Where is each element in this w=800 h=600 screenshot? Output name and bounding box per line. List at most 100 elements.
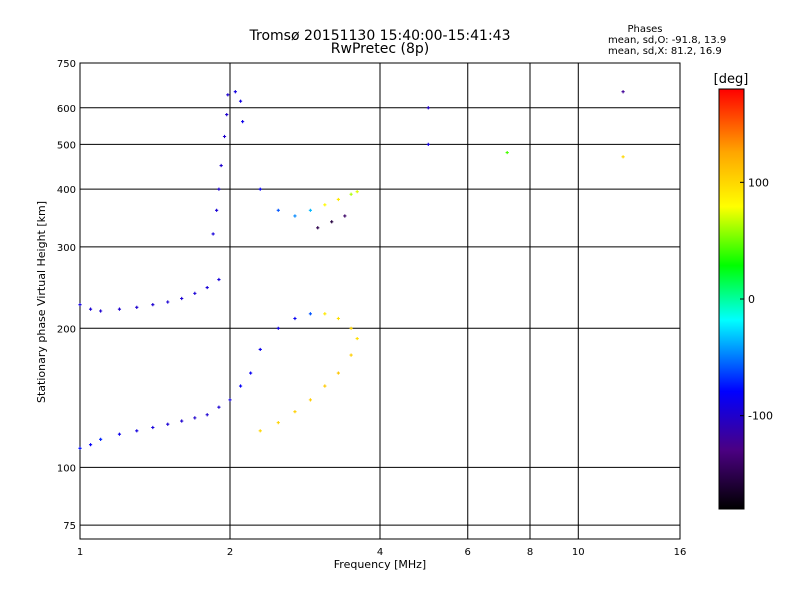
- data-point: [293, 410, 297, 414]
- data-point: [349, 353, 353, 357]
- data-point: [258, 187, 262, 191]
- y-axis-ticks: 75 100 200 300 400 500 600 750: [57, 59, 76, 532]
- data-point: [180, 296, 184, 301]
- data-point: [217, 277, 221, 282]
- data-point: [166, 300, 170, 304]
- data-point: [117, 432, 122, 436]
- data-point: [228, 398, 232, 402]
- chart-subtitle: RwPretec (8p): [331, 41, 429, 57]
- data-point: [193, 291, 197, 295]
- x-axis-label: Frequency [MHz]: [334, 558, 426, 571]
- data-point: [355, 336, 359, 341]
- legend-heading: Phases: [627, 24, 662, 35]
- data-point: [222, 134, 227, 139]
- x-tick-label: 6: [465, 547, 471, 558]
- scatter-points: [78, 90, 625, 450]
- colorbar-ticks: -100 0 100: [740, 176, 773, 423]
- data-point: [276, 421, 280, 425]
- colorbar-label: [deg]: [714, 72, 749, 87]
- data-point: [88, 443, 93, 447]
- data-point: [349, 192, 353, 196]
- data-point: [225, 112, 229, 117]
- colorbar-tick-label: -100: [748, 410, 773, 423]
- x-tick-label: 8: [527, 547, 533, 558]
- chart-title: Tromsø 20151130 15:40:00-15:41:43: [249, 28, 511, 44]
- data-point: [151, 303, 155, 307]
- data-point: [308, 312, 313, 316]
- data-point: [117, 307, 122, 311]
- y-axis-label: Stationary phase Virtual Height [km]: [35, 201, 48, 403]
- y-tick-label: 750: [57, 59, 76, 70]
- y-tick-label: 600: [57, 104, 76, 115]
- data-point: [355, 190, 359, 194]
- data-point: [621, 155, 625, 159]
- data-point: [349, 326, 353, 330]
- data-point: [621, 90, 625, 94]
- y-tick-label: 200: [57, 324, 76, 335]
- data-point: [241, 120, 245, 124]
- data-point: [336, 371, 340, 375]
- data-point: [135, 305, 139, 309]
- data-point: [215, 208, 219, 212]
- data-point: [316, 226, 320, 230]
- data-point: [78, 446, 82, 450]
- data-point: [166, 422, 170, 426]
- data-point: [336, 197, 340, 202]
- colorbar: [deg] -100 0 100: [714, 72, 773, 510]
- y-tick-label: 400: [57, 185, 76, 196]
- legend-line-x: mean, sd,X: 81.2, 16.9: [608, 46, 722, 57]
- data-point: [217, 405, 221, 409]
- data-point: [258, 347, 262, 352]
- x-tick-label: 2: [227, 547, 233, 558]
- x-tick-label: 16: [674, 547, 687, 558]
- data-point: [217, 187, 221, 191]
- x-tick-label: 4: [377, 547, 383, 558]
- data-point: [308, 208, 313, 212]
- data-point: [330, 220, 334, 224]
- x-axis-ticks: 1 2 4 6 8 10 16: [77, 547, 687, 558]
- data-point: [226, 93, 230, 97]
- data-point: [151, 425, 155, 430]
- data-point: [323, 312, 327, 316]
- colorbar-gradient: [718, 88, 745, 510]
- data-point: [193, 416, 197, 420]
- legend-line-o: mean, sd,O: -91.8, 13.9: [608, 35, 726, 46]
- data-point: [276, 326, 280, 330]
- data-point: [505, 150, 509, 155]
- data-point: [336, 316, 340, 321]
- data-point: [205, 413, 209, 417]
- colorbar-tick-label: 100: [748, 176, 769, 189]
- data-point: [238, 99, 243, 103]
- data-point: [426, 142, 430, 146]
- data-point: [211, 232, 215, 236]
- data-point: [233, 90, 237, 94]
- data-point: [343, 214, 347, 218]
- x-tick-label: 1: [77, 547, 83, 558]
- data-point: [205, 285, 209, 290]
- data-point: [99, 437, 103, 441]
- data-point: [293, 214, 297, 218]
- x-tick-label: 10: [572, 547, 585, 558]
- data-point: [293, 316, 297, 321]
- data-point: [238, 384, 243, 388]
- data-point: [308, 398, 313, 402]
- data-point: [78, 303, 82, 307]
- plot-area: 1 2 4 6 8 10 16 75 100 200 300 400 500 600 750: [57, 59, 686, 558]
- data-point: [219, 163, 223, 168]
- y-tick-label: 500: [57, 140, 76, 151]
- data-point: [88, 307, 93, 311]
- data-point: [426, 106, 430, 110]
- data-point: [323, 384, 327, 388]
- data-point: [276, 208, 280, 212]
- data-point: [323, 203, 327, 207]
- data-point: [99, 309, 103, 313]
- data-point: [249, 371, 253, 375]
- data-point: [135, 429, 139, 433]
- data-point: [258, 429, 262, 433]
- grid-lines: [80, 63, 680, 539]
- y-tick-label: 300: [57, 243, 76, 254]
- y-tick-label: 100: [57, 463, 76, 474]
- data-point: [180, 419, 184, 423]
- y-tick-label: 75: [63, 521, 76, 532]
